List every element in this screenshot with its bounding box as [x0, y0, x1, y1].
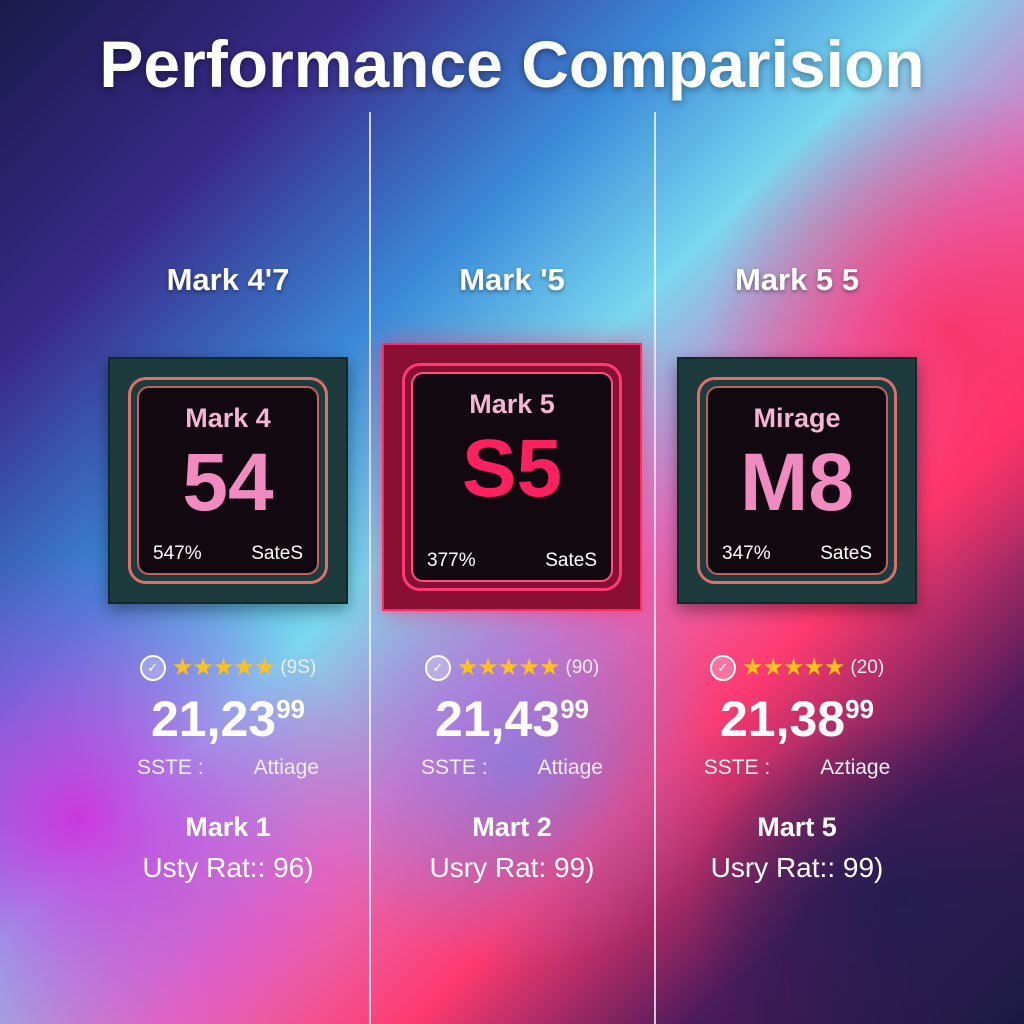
tag-check-icon: ✓: [709, 655, 736, 681]
chip-name: Mirage: [753, 403, 841, 433]
label-right: Attiage: [537, 756, 603, 779]
chip-code: S5: [461, 423, 563, 514]
star-rating: ★★★★★: [456, 654, 561, 681]
processor-chip: Mark 5 S5 377% SateS: [382, 343, 642, 611]
column-divider: [369, 112, 371, 1024]
price: 21,2399: [78, 692, 378, 747]
price: 21,3899: [647, 692, 947, 747]
rating-row: ✓ ★★★★★ (20): [647, 654, 947, 682]
model-name: Mark 1: [185, 812, 271, 842]
label-left: SSTE :: [703, 756, 771, 779]
price: 21,4399: [362, 692, 662, 747]
rating-count: (90): [565, 657, 600, 679]
price-main: 21,38: [719, 691, 846, 747]
chip-percent: 347%: [722, 543, 771, 565]
product-name: Mark 4'7: [166, 262, 290, 297]
product-name: Mark 5 5: [734, 262, 860, 297]
label-right: Attiage: [253, 756, 319, 779]
chip-code: M8: [740, 437, 854, 528]
processor-chip: Mirage M8 347% SateS: [677, 357, 917, 604]
rating-row: ✓ ★★★★★ (90): [362, 654, 662, 682]
chip-name: Mark 5: [469, 389, 555, 419]
price-main: 21,23: [150, 691, 277, 747]
chip-ring: Mark 4 54 547% SateS: [128, 377, 328, 584]
chip-ring: Mark 5 S5 377% SateS: [402, 363, 622, 591]
price-cents: 99: [845, 694, 875, 724]
chip-label: SateS: [820, 543, 872, 565]
page-title: Performance Comparision: [99, 27, 925, 101]
user-rating: Usry Rat: 99): [429, 852, 595, 883]
spec-labels: SSTE : Attiage: [362, 756, 662, 780]
tag-check-icon: ✓: [139, 655, 166, 681]
chip-label: SateS: [545, 550, 597, 572]
model-name: Mart 5: [757, 812, 837, 842]
chip-percent: 377%: [427, 550, 476, 572]
star-rating: ★★★★★: [741, 654, 846, 681]
chip-die: Mark 5 S5 377% SateS: [411, 372, 613, 582]
user-rating: Usry Rat:: 99): [710, 852, 884, 883]
price-cents: 99: [276, 694, 306, 724]
chip-percent: 547%: [153, 543, 202, 565]
rating-row: ✓ ★★★★★ (9S): [78, 654, 378, 682]
chip-name: Mark 4: [185, 403, 271, 433]
chip-ring: Mirage M8 347% SateS: [697, 377, 897, 584]
price-cents: 99: [560, 694, 590, 724]
product-column: Mark 4'7 ✓ ★★★★★ (9S) 21,2399 SSTE : Atti…: [78, 0, 378, 1024]
chip-label: SateS: [251, 543, 303, 565]
model-name: Mart 2: [472, 812, 552, 842]
star-rating: ★★★★★: [171, 654, 276, 681]
label-left: SSTE :: [137, 756, 204, 779]
product-name: Mark '5: [459, 262, 565, 297]
tag-check-icon: ✓: [424, 655, 451, 681]
product-column: Mark '5 ✓ ★★★★★ (90) 21,4399 SSTE : Attia…: [362, 0, 662, 1024]
label-left: SSTE :: [421, 756, 488, 779]
label-right: Aztiage: [820, 756, 891, 779]
column-divider: [654, 112, 656, 1024]
spec-labels: SSTE : Aztiage: [647, 756, 947, 780]
processor-chip: Mark 4 54 547% SateS: [108, 357, 348, 604]
rating-count: (9S): [280, 657, 317, 679]
chip-code: 54: [182, 437, 274, 528]
product-column: Mark 5 5 ✓ ★★★★★ (20) 21,3899 SSTE : Azti…: [647, 0, 947, 1024]
price-main: 21,43: [434, 691, 561, 747]
rating-count: (20): [850, 657, 885, 679]
chip-die: Mirage M8 347% SateS: [706, 386, 888, 575]
chip-die: Mark 4 54 547% SateS: [137, 386, 319, 575]
user-rating: Usty Rat:: 96): [142, 852, 314, 883]
spec-labels: SSTE : Attiage: [78, 756, 378, 780]
